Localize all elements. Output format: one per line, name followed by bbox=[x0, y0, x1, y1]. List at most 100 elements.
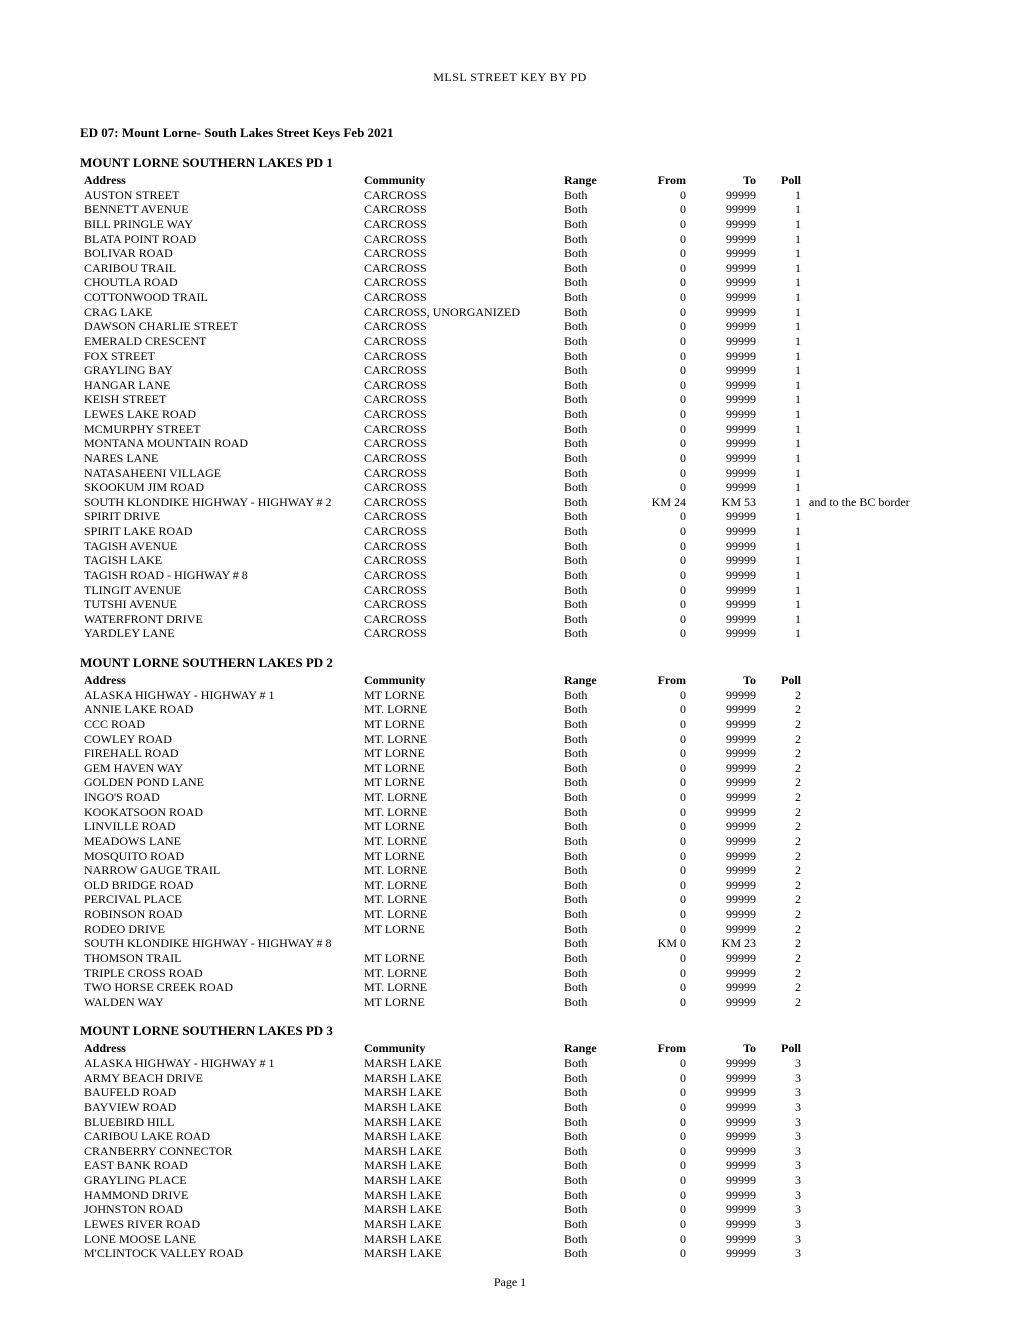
table-row: SOUTH KLONDIKE HIGHWAY - HIGHWAY # 2CARC… bbox=[80, 495, 940, 510]
table-header-row: AddressCommunityRangeFromToPoll bbox=[80, 173, 940, 188]
cell-poll: 1 bbox=[760, 232, 805, 247]
cell-address: SOUTH KLONDIKE HIGHWAY - HIGHWAY # 8 bbox=[80, 936, 360, 951]
cell-from: 0 bbox=[620, 761, 690, 776]
cell-from: 0 bbox=[620, 790, 690, 805]
cell-to: 99999 bbox=[690, 834, 760, 849]
cell-range: Both bbox=[560, 349, 620, 364]
cell-from: 0 bbox=[620, 834, 690, 849]
cell-to: 99999 bbox=[690, 466, 760, 481]
cell-note bbox=[805, 688, 940, 703]
table-header-row: AddressCommunityRangeFromToPoll bbox=[80, 1041, 940, 1056]
cell-range: Both bbox=[560, 834, 620, 849]
cell-range: Both bbox=[560, 1085, 620, 1100]
cell-to: 99999 bbox=[690, 819, 760, 834]
cell-poll: 1 bbox=[760, 553, 805, 568]
cell-to: 99999 bbox=[690, 524, 760, 539]
cell-community: MT LORNE bbox=[360, 951, 560, 966]
cell-to: 99999 bbox=[690, 790, 760, 805]
cell-from: 0 bbox=[620, 378, 690, 393]
cell-community: CARCROSS bbox=[360, 422, 560, 437]
cell-address: FOX STREET bbox=[80, 349, 360, 364]
cell-from: 0 bbox=[620, 1217, 690, 1232]
cell-range: Both bbox=[560, 436, 620, 451]
cell-address: TRIPLE CROSS ROAD bbox=[80, 966, 360, 981]
cell-range: Both bbox=[560, 553, 620, 568]
cell-community: CARCROSS bbox=[360, 436, 560, 451]
table-row: FIREHALL ROADMT LORNEBoth0999992 bbox=[80, 746, 940, 761]
cell-poll: 2 bbox=[760, 746, 805, 761]
cell-address: HANGAR LANE bbox=[80, 378, 360, 393]
cell-from: 0 bbox=[620, 1115, 690, 1130]
cell-address: CHOUTLA ROAD bbox=[80, 275, 360, 290]
cell-poll: 2 bbox=[760, 849, 805, 864]
cell-address: CARIBOU LAKE ROAD bbox=[80, 1129, 360, 1144]
cell-note bbox=[805, 1056, 940, 1071]
table-row: CCC ROADMT LORNEBoth0999992 bbox=[80, 717, 940, 732]
cell-poll: 2 bbox=[760, 863, 805, 878]
cell-from: 0 bbox=[620, 612, 690, 627]
cell-community: CARCROSS bbox=[360, 217, 560, 232]
cell-poll: 1 bbox=[760, 626, 805, 641]
cell-community: MT LORNE bbox=[360, 717, 560, 732]
cell-poll: 3 bbox=[760, 1144, 805, 1159]
cell-range: Both bbox=[560, 1144, 620, 1159]
cell-poll: 1 bbox=[760, 480, 805, 495]
cell-from: 0 bbox=[620, 290, 690, 305]
cell-address: BENNETT AVENUE bbox=[80, 202, 360, 217]
cell-to: 99999 bbox=[690, 334, 760, 349]
cell-to: 99999 bbox=[690, 553, 760, 568]
cell-community: CARCROSS bbox=[360, 319, 560, 334]
cell-poll: 1 bbox=[760, 524, 805, 539]
cell-community: CARCROSS bbox=[360, 466, 560, 481]
table-row: SPIRIT LAKE ROADCARCROSSBoth0999991 bbox=[80, 524, 940, 539]
table-row: GRAYLING BAYCARCROSSBoth0999991 bbox=[80, 363, 940, 378]
cell-range: Both bbox=[560, 995, 620, 1010]
cell-address: BLATA POINT ROAD bbox=[80, 232, 360, 247]
cell-address: BOLIVAR ROAD bbox=[80, 246, 360, 261]
cell-poll: 2 bbox=[760, 805, 805, 820]
column-header: From bbox=[620, 173, 690, 188]
cell-community: MT LORNE bbox=[360, 819, 560, 834]
cell-address: THOMSON TRAIL bbox=[80, 951, 360, 966]
column-header: Community bbox=[360, 1041, 560, 1056]
cell-community: MARSH LAKE bbox=[360, 1173, 560, 1188]
table-row: TRIPLE CROSS ROADMT. LORNEBoth0999992 bbox=[80, 966, 940, 981]
table-row: CARIBOU LAKE ROADMARSH LAKEBoth0999993 bbox=[80, 1129, 940, 1144]
cell-note bbox=[805, 202, 940, 217]
cell-to: 99999 bbox=[690, 892, 760, 907]
cell-to: 99999 bbox=[690, 568, 760, 583]
cell-poll: 1 bbox=[760, 466, 805, 481]
table-row: GOLDEN POND LANEMT LORNEBoth0999992 bbox=[80, 775, 940, 790]
cell-address: CRANBERRY CONNECTOR bbox=[80, 1144, 360, 1159]
cell-community: CARCROSS bbox=[360, 349, 560, 364]
document-title: ED 07: Mount Lorne- South Lakes Street K… bbox=[80, 125, 940, 141]
column-header: Address bbox=[80, 173, 360, 188]
table-row: MOSQUITO ROADMT LORNEBoth0999992 bbox=[80, 849, 940, 864]
cell-community: CARCROSS bbox=[360, 509, 560, 524]
cell-community: MARSH LAKE bbox=[360, 1217, 560, 1232]
cell-from: 0 bbox=[620, 922, 690, 937]
cell-poll: 2 bbox=[760, 995, 805, 1010]
cell-community: CARCROSS bbox=[360, 597, 560, 612]
cell-range: Both bbox=[560, 422, 620, 437]
cell-community: MT. LORNE bbox=[360, 966, 560, 981]
cell-to: 99999 bbox=[690, 509, 760, 524]
cell-note bbox=[805, 319, 940, 334]
cell-poll: 3 bbox=[760, 1246, 805, 1261]
cell-poll: 1 bbox=[760, 261, 805, 276]
column-header-note bbox=[805, 1041, 940, 1056]
cell-note: and to the BC border bbox=[805, 495, 940, 510]
cell-range: Both bbox=[560, 863, 620, 878]
cell-note bbox=[805, 583, 940, 598]
column-header: From bbox=[620, 673, 690, 688]
column-header: To bbox=[690, 673, 760, 688]
cell-range: Both bbox=[560, 790, 620, 805]
cell-poll: 3 bbox=[760, 1158, 805, 1173]
cell-to: 99999 bbox=[690, 217, 760, 232]
cell-range: Both bbox=[560, 392, 620, 407]
cell-to: 99999 bbox=[690, 1188, 760, 1203]
cell-from: 0 bbox=[620, 1173, 690, 1188]
table-row: MCMURPHY STREETCARCROSSBoth0999991 bbox=[80, 422, 940, 437]
cell-to: 99999 bbox=[690, 702, 760, 717]
cell-poll: 3 bbox=[760, 1056, 805, 1071]
